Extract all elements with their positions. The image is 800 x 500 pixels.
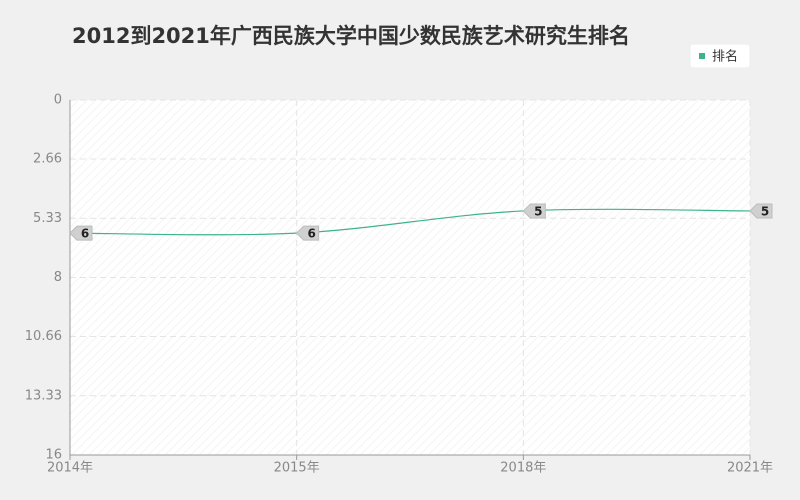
y-tick-label: 0 xyxy=(54,93,62,108)
data-label-tag xyxy=(749,203,773,219)
y-tick-label: 8 xyxy=(54,270,62,285)
y-tick-label: 16 xyxy=(45,448,62,463)
data-label-tag xyxy=(69,225,93,241)
legend-swatch xyxy=(699,53,705,59)
x-tick-label: 2018年 xyxy=(500,461,546,476)
data-label-group: 5 xyxy=(749,203,773,219)
y-tick-label: 10.66 xyxy=(25,329,62,344)
x-tick-label: 2015年 xyxy=(274,461,320,476)
data-label: 5 xyxy=(761,204,769,218)
x-tick-label: 2021年 xyxy=(727,461,773,476)
y-tick-label: 13.33 xyxy=(25,388,62,403)
chart-title: 2012到2021年广西民族大学中国少数民族艺术研究生排名 xyxy=(72,24,630,48)
data-label-group: 5 xyxy=(522,203,546,219)
legend-box xyxy=(689,43,751,69)
data-label: 6 xyxy=(307,227,315,241)
line xyxy=(69,208,751,236)
y-tick-label: 5.33 xyxy=(33,211,62,226)
data-label-group: 6 xyxy=(69,225,93,241)
data-label-group: 6 xyxy=(295,225,320,241)
data-label-tag xyxy=(522,203,546,219)
data-label-tag xyxy=(295,225,320,241)
x-tick-label: 2014年 xyxy=(47,461,93,476)
y-tick-label: 2.66 xyxy=(33,152,62,167)
data-label: 6 xyxy=(81,227,89,241)
data-label: 5 xyxy=(534,204,542,218)
legend-label: 排名 xyxy=(712,49,738,65)
